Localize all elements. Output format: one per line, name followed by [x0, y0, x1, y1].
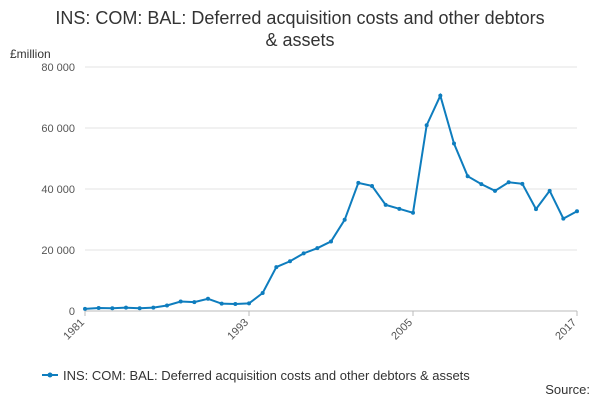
point: [424, 123, 429, 128]
source: Source:: [545, 382, 590, 397]
point: [561, 216, 566, 221]
point: [151, 305, 156, 310]
point: [301, 251, 306, 256]
point: [383, 202, 388, 207]
chart-title-line-1: INS: COM: BAL: Deferred acquisition cost…: [55, 8, 544, 28]
x-tick-label: 2005: [389, 317, 415, 343]
point: [206, 296, 210, 301]
x-tick-label: 2017: [553, 317, 579, 343]
point: [260, 291, 265, 296]
point: [165, 303, 169, 308]
y-tick-label: 20 000: [41, 245, 75, 257]
point: [452, 141, 456, 146]
legend-marker: [47, 372, 53, 378]
point: [233, 301, 238, 306]
y-tick-label: 0: [69, 306, 75, 318]
point: [493, 188, 497, 193]
x-tick-label: 1993: [225, 317, 251, 343]
point: [547, 188, 552, 193]
point: [110, 306, 115, 311]
x-tick-label: 1981: [61, 317, 87, 343]
y-tick-label: 80 000: [41, 62, 75, 74]
point: [219, 301, 224, 306]
legend-label: INS: COM: BAL: Deferred acquisition cost…: [63, 368, 470, 383]
y-tick-label: 60 000: [41, 123, 75, 135]
point: [506, 180, 511, 185]
point: [329, 239, 333, 244]
point: [96, 305, 101, 310]
point: [274, 265, 279, 270]
point: [479, 182, 484, 187]
point: [288, 259, 292, 264]
point: [438, 93, 443, 98]
point: [411, 210, 415, 215]
point: [397, 206, 402, 211]
point: [465, 174, 470, 179]
point: [137, 306, 142, 311]
point: [124, 305, 128, 310]
point: [575, 209, 579, 214]
point: [520, 181, 525, 186]
point: [247, 301, 251, 306]
point: [370, 183, 374, 188]
point: [534, 207, 538, 212]
y-tick-label: 40 000: [41, 184, 75, 196]
point: [192, 300, 197, 305]
point: [315, 246, 320, 251]
point: [83, 306, 87, 311]
y-axis-label: £million: [10, 47, 51, 61]
chart-title-line-2: & assets: [265, 30, 334, 50]
point: [356, 180, 361, 185]
point: [342, 217, 347, 222]
point: [178, 299, 183, 304]
